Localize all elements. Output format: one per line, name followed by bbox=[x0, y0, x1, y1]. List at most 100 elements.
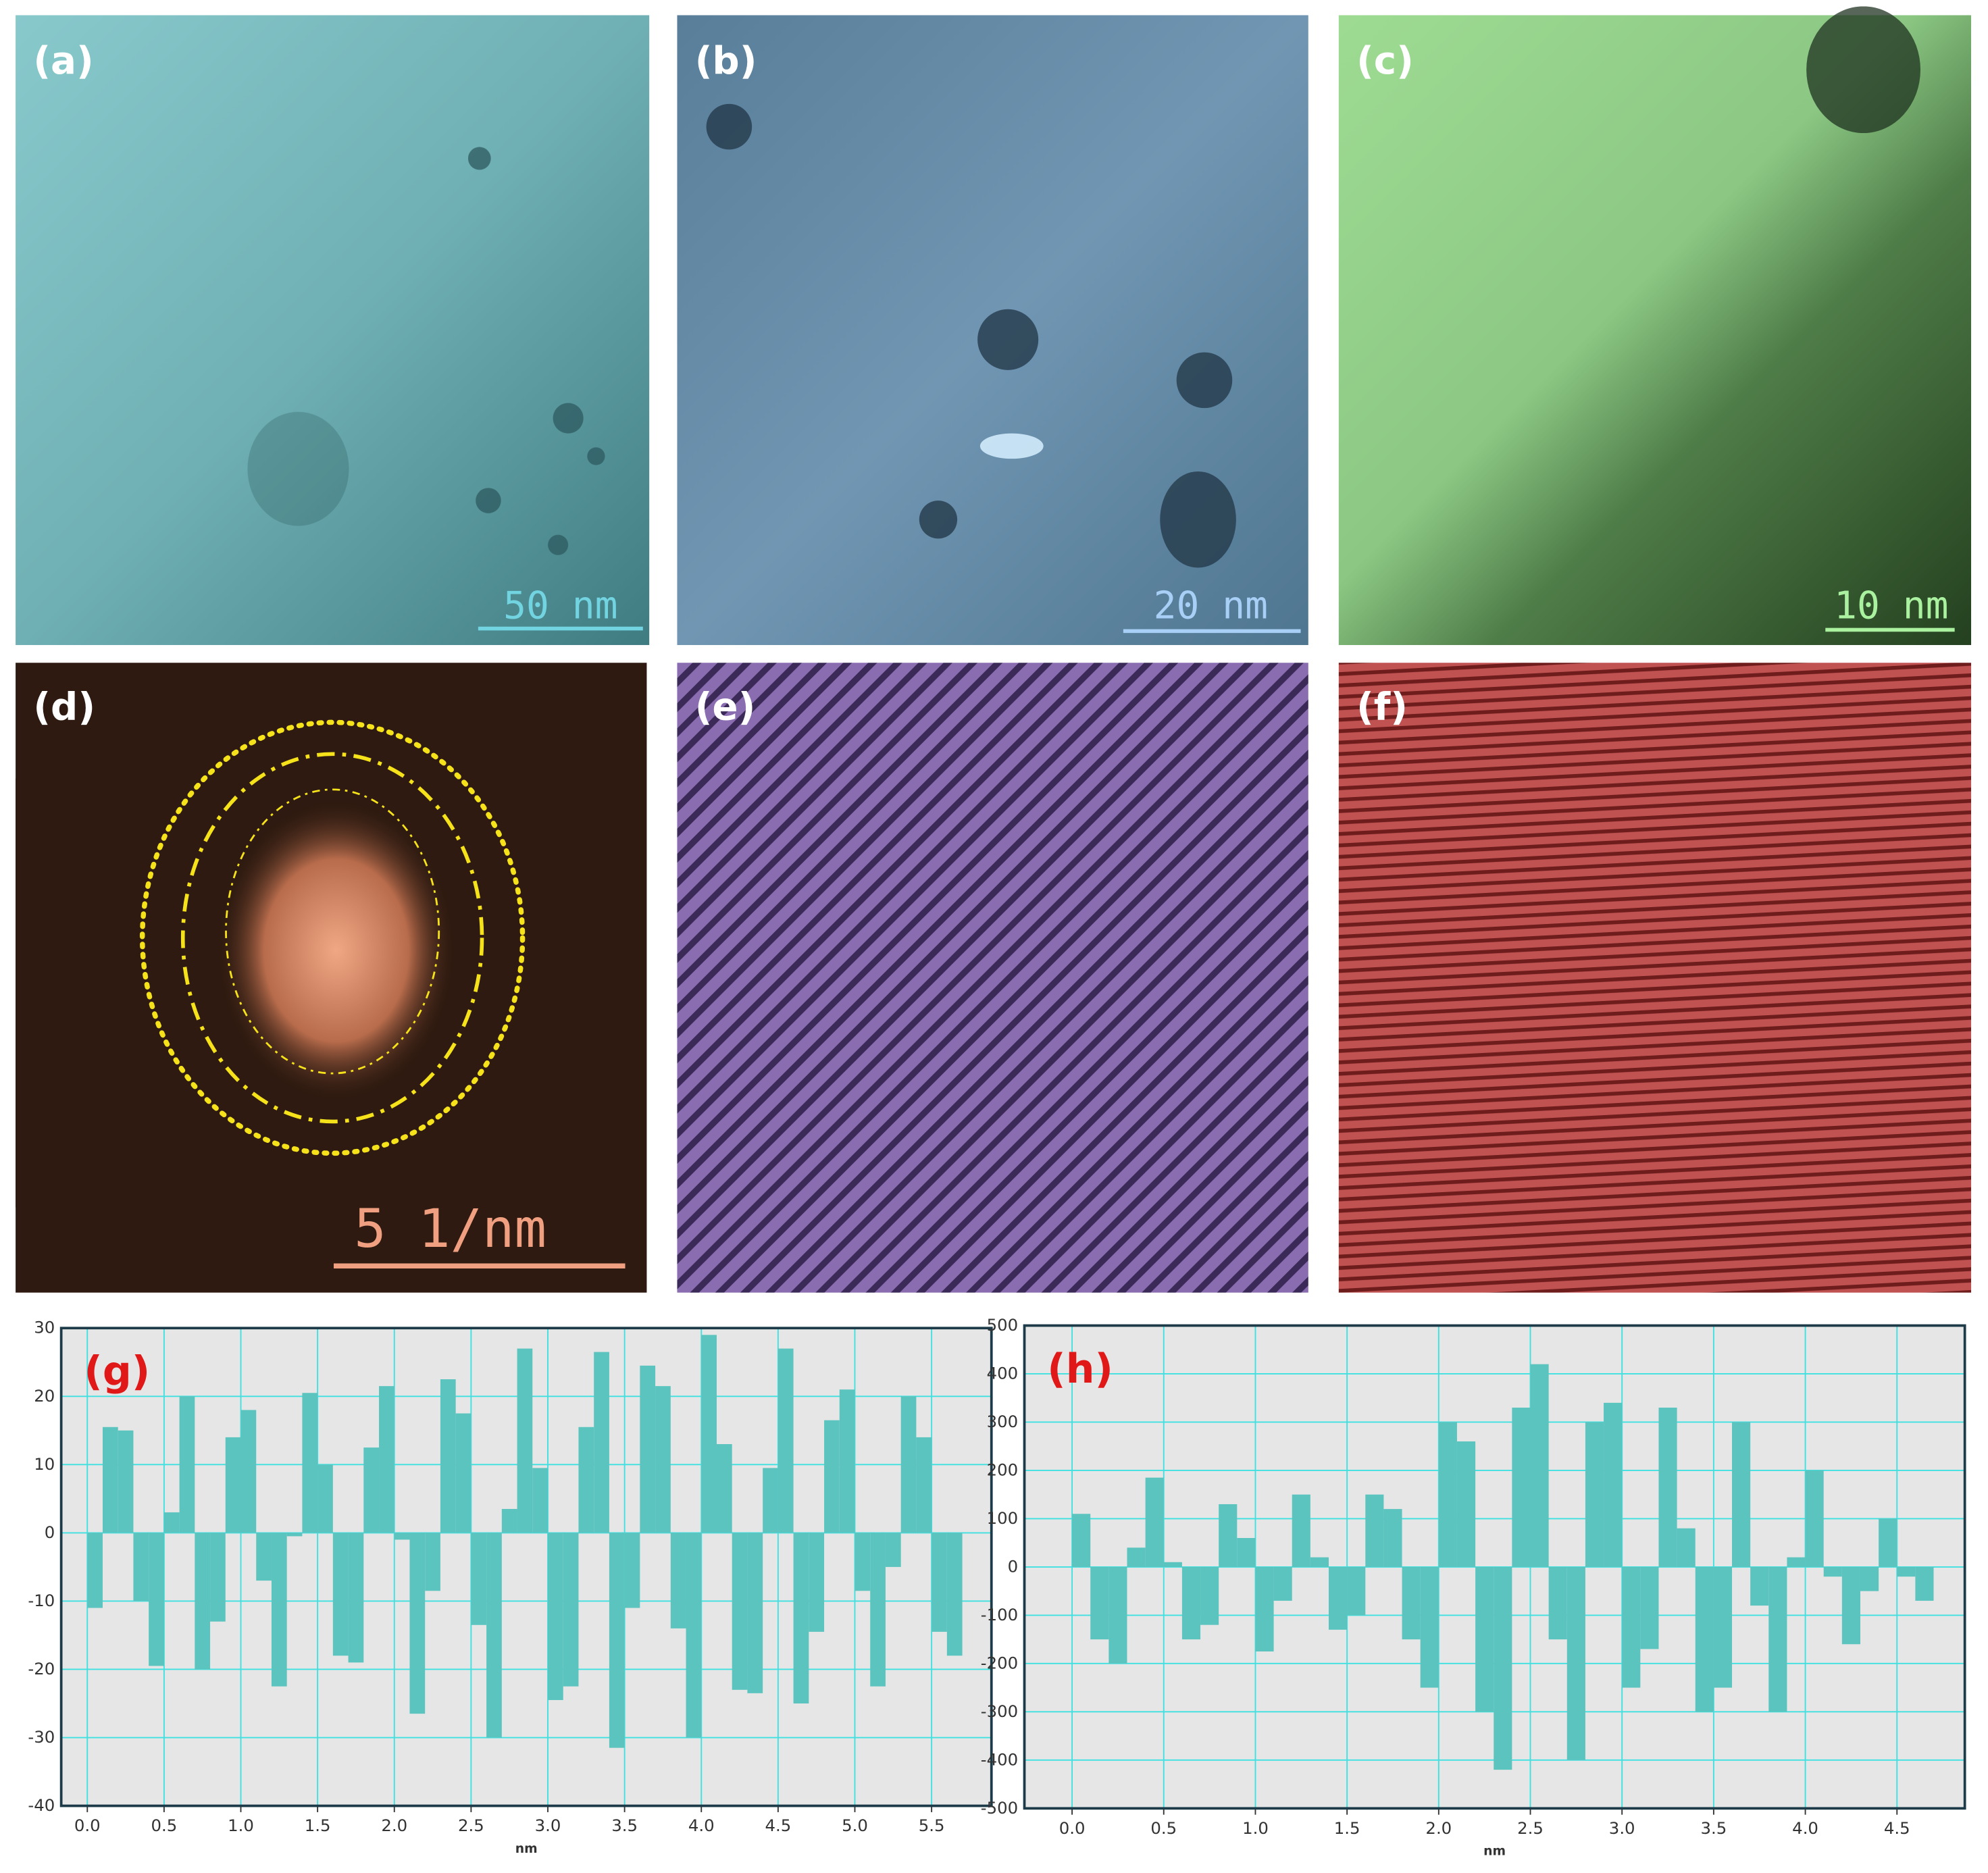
bar bbox=[471, 1533, 487, 1625]
bar bbox=[747, 1533, 763, 1693]
panel-label: (a) bbox=[33, 39, 93, 83]
bar bbox=[302, 1393, 318, 1533]
bar bbox=[932, 1533, 947, 1632]
bar bbox=[716, 1444, 732, 1533]
bar bbox=[1622, 1566, 1641, 1688]
bar bbox=[1420, 1566, 1439, 1688]
y-tick-label: -100 bbox=[981, 1605, 1018, 1624]
bar bbox=[1732, 1422, 1751, 1567]
bar bbox=[809, 1533, 825, 1632]
x-tick-label: 5.0 bbox=[842, 1816, 868, 1835]
bar bbox=[1108, 1566, 1127, 1664]
tem-image bbox=[16, 15, 650, 645]
bar bbox=[1475, 1566, 1494, 1712]
particle bbox=[1806, 6, 1920, 133]
y-tick-label: 0 bbox=[1008, 1556, 1019, 1576]
bright-spot bbox=[979, 433, 1044, 459]
x-tick-label: 3.5 bbox=[611, 1816, 638, 1835]
bar bbox=[1255, 1566, 1274, 1651]
x-tick-label: 1.5 bbox=[1334, 1818, 1360, 1838]
bar bbox=[363, 1447, 380, 1533]
particles bbox=[706, 103, 1236, 568]
bar bbox=[1292, 1494, 1310, 1567]
bar bbox=[517, 1348, 533, 1533]
bar bbox=[1494, 1566, 1512, 1770]
y-tick-label: 100 bbox=[987, 1508, 1019, 1528]
bar bbox=[1841, 1566, 1860, 1645]
bar bbox=[409, 1533, 426, 1714]
bar bbox=[1915, 1566, 1934, 1601]
bar bbox=[701, 1335, 717, 1533]
x-tick-label: 5.5 bbox=[919, 1816, 945, 1835]
scale-bar-label: 50 nm bbox=[503, 584, 617, 628]
bar bbox=[946, 1533, 963, 1656]
bar bbox=[548, 1533, 563, 1700]
bar bbox=[1347, 1566, 1366, 1616]
bar bbox=[1237, 1538, 1256, 1567]
bar bbox=[332, 1533, 349, 1656]
plot-frame bbox=[59, 1327, 993, 1807]
bar bbox=[1310, 1557, 1329, 1567]
x-tick-label: 2.5 bbox=[458, 1816, 484, 1835]
bar bbox=[118, 1430, 134, 1533]
bar bbox=[1530, 1364, 1549, 1567]
bar bbox=[379, 1386, 394, 1533]
bar bbox=[1402, 1566, 1421, 1640]
bar bbox=[1090, 1566, 1109, 1640]
bar bbox=[1787, 1557, 1806, 1567]
bar bbox=[1273, 1566, 1292, 1601]
x-tick-label: 0.5 bbox=[1150, 1818, 1177, 1838]
bar bbox=[1713, 1566, 1733, 1688]
bar bbox=[778, 1348, 794, 1533]
y-tick-label: -10 bbox=[28, 1591, 55, 1610]
bar bbox=[1897, 1566, 1916, 1577]
bar bbox=[102, 1427, 118, 1533]
bar bbox=[149, 1533, 164, 1666]
bar bbox=[563, 1533, 579, 1687]
ring bbox=[139, 719, 526, 1156]
bar bbox=[163, 1512, 180, 1533]
panel-label: (d) bbox=[33, 686, 95, 729]
bar bbox=[870, 1533, 886, 1687]
ifft-image bbox=[1338, 663, 1972, 1293]
bar bbox=[133, 1533, 149, 1601]
bar bbox=[655, 1386, 671, 1533]
x-tick-label: 3.0 bbox=[535, 1816, 561, 1835]
x-tick-label: 0.5 bbox=[151, 1816, 178, 1835]
panel-label: (b) bbox=[695, 39, 757, 83]
bar bbox=[455, 1413, 471, 1533]
scale-bar-label: 20 nm bbox=[1154, 584, 1268, 628]
bar bbox=[686, 1533, 702, 1738]
bar bbox=[501, 1509, 517, 1533]
bar bbox=[179, 1396, 195, 1533]
x-tick-label: 4.5 bbox=[765, 1816, 791, 1835]
bar bbox=[1677, 1528, 1696, 1567]
bar bbox=[271, 1533, 287, 1687]
bar bbox=[900, 1396, 917, 1533]
bar bbox=[1805, 1470, 1824, 1567]
bar bbox=[670, 1533, 686, 1628]
bar bbox=[594, 1352, 609, 1533]
x-tick-label: 1.0 bbox=[1242, 1818, 1269, 1838]
panel-label: (e) bbox=[695, 686, 756, 729]
bar bbox=[87, 1533, 103, 1608]
ifft-image bbox=[677, 663, 1308, 1293]
bar bbox=[1145, 1477, 1164, 1567]
bar bbox=[348, 1533, 364, 1663]
bar bbox=[916, 1437, 932, 1533]
bar bbox=[532, 1468, 549, 1533]
x-tick-label: 2.5 bbox=[1517, 1818, 1544, 1838]
bar bbox=[1823, 1566, 1842, 1577]
bar bbox=[210, 1533, 226, 1622]
x-tick-label: 0.0 bbox=[1059, 1818, 1086, 1838]
bar bbox=[1181, 1566, 1201, 1640]
bar bbox=[195, 1533, 211, 1670]
bar bbox=[793, 1533, 809, 1703]
bar bbox=[1860, 1566, 1879, 1591]
bar bbox=[394, 1533, 410, 1540]
y-tick-label: -200 bbox=[981, 1653, 1018, 1672]
x-tick-label: 4.5 bbox=[1884, 1818, 1910, 1838]
bar bbox=[1750, 1566, 1769, 1606]
y-tick-label: 500 bbox=[987, 1315, 1019, 1335]
